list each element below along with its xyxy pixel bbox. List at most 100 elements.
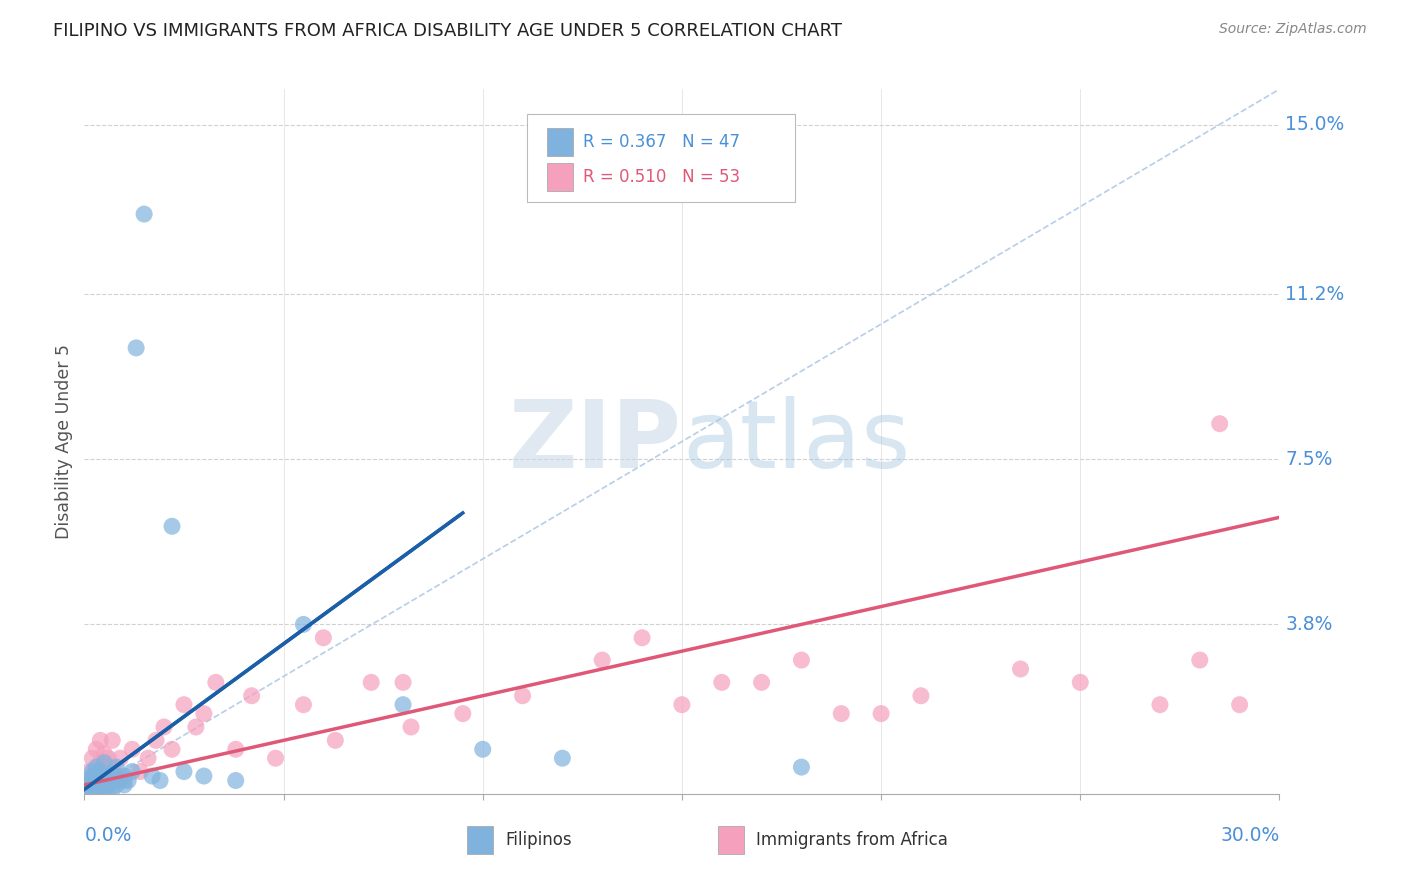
Point xyxy=(360,675,382,690)
Point xyxy=(392,675,415,690)
Point xyxy=(551,751,574,765)
Point xyxy=(93,778,115,792)
Point xyxy=(105,769,128,783)
Text: R = 0.367   N = 47: R = 0.367 N = 47 xyxy=(582,133,740,151)
Bar xyxy=(718,826,744,854)
Point xyxy=(193,706,215,721)
Point xyxy=(110,773,132,788)
Point xyxy=(1229,698,1251,712)
Text: 15.0%: 15.0% xyxy=(1285,115,1344,135)
Point xyxy=(97,778,120,792)
Text: R = 0.510   N = 53: R = 0.510 N = 53 xyxy=(582,169,740,186)
Point xyxy=(93,773,115,788)
Point xyxy=(225,773,247,788)
Point xyxy=(145,733,167,747)
Point xyxy=(112,773,135,788)
Point xyxy=(392,698,415,712)
Point xyxy=(89,773,111,788)
Point xyxy=(112,778,135,792)
Point xyxy=(671,698,693,712)
Point xyxy=(751,675,773,690)
Point xyxy=(1149,698,1171,712)
Point xyxy=(121,764,143,779)
Point xyxy=(82,751,104,765)
Text: atlas: atlas xyxy=(682,395,910,488)
Point xyxy=(160,519,183,533)
Point xyxy=(591,653,613,667)
Point xyxy=(193,769,215,783)
Point xyxy=(105,778,128,792)
Text: 7.5%: 7.5% xyxy=(1285,450,1333,469)
Point xyxy=(89,733,111,747)
Point xyxy=(82,778,104,792)
Bar xyxy=(547,128,574,156)
Point xyxy=(205,675,228,690)
Text: 30.0%: 30.0% xyxy=(1220,826,1279,845)
Point xyxy=(82,773,104,788)
Point xyxy=(136,751,159,765)
Point xyxy=(101,773,124,788)
Point xyxy=(101,782,124,797)
Point xyxy=(160,742,183,756)
Point xyxy=(292,617,315,632)
Point xyxy=(399,720,422,734)
Point xyxy=(240,689,263,703)
Point xyxy=(89,764,111,779)
Text: 0.0%: 0.0% xyxy=(84,826,132,845)
Point xyxy=(1209,417,1232,431)
Point xyxy=(82,782,104,797)
Point xyxy=(264,751,287,765)
Point xyxy=(77,773,100,788)
Point xyxy=(110,751,132,765)
Point xyxy=(149,773,172,788)
Point xyxy=(97,782,120,797)
Point xyxy=(105,769,128,783)
Point xyxy=(870,706,893,721)
Bar xyxy=(547,163,574,192)
Point xyxy=(86,773,108,788)
Point xyxy=(1010,662,1032,676)
Text: 3.8%: 3.8% xyxy=(1285,615,1333,634)
Point xyxy=(1188,653,1211,667)
Point xyxy=(312,631,335,645)
Text: Filipinos: Filipinos xyxy=(505,830,572,848)
Point xyxy=(93,747,115,761)
Text: 11.2%: 11.2% xyxy=(1285,285,1344,304)
Point xyxy=(77,782,100,797)
Point xyxy=(93,764,115,779)
Point xyxy=(184,720,207,734)
Point xyxy=(512,689,534,703)
Point xyxy=(117,773,139,788)
Y-axis label: Disability Age Under 5: Disability Age Under 5 xyxy=(55,344,73,539)
Point xyxy=(101,733,124,747)
Point xyxy=(325,733,347,747)
Point xyxy=(105,760,128,774)
Point xyxy=(82,764,104,779)
Point xyxy=(129,764,152,779)
Point xyxy=(77,778,100,792)
Point xyxy=(86,742,108,756)
Text: FILIPINO VS IMMIGRANTS FROM AFRICA DISABILITY AGE UNDER 5 CORRELATION CHART: FILIPINO VS IMMIGRANTS FROM AFRICA DISAB… xyxy=(53,22,842,40)
Point xyxy=(101,760,124,774)
Point xyxy=(225,742,247,756)
Point xyxy=(830,706,852,721)
Point xyxy=(97,751,120,765)
Point xyxy=(97,769,120,783)
Point xyxy=(112,769,135,783)
Point xyxy=(89,782,111,797)
Point xyxy=(910,689,932,703)
Point xyxy=(93,782,115,797)
Point xyxy=(451,706,474,721)
Point xyxy=(121,742,143,756)
Point xyxy=(125,341,148,355)
Point xyxy=(97,769,120,783)
Point xyxy=(790,760,813,774)
Point xyxy=(77,764,100,779)
FancyBboxPatch shape xyxy=(527,114,796,202)
Point xyxy=(471,742,494,756)
Point xyxy=(173,698,195,712)
Point xyxy=(710,675,733,690)
Text: Source: ZipAtlas.com: Source: ZipAtlas.com xyxy=(1219,22,1367,37)
Point xyxy=(153,720,176,734)
Text: ZIP: ZIP xyxy=(509,395,682,488)
